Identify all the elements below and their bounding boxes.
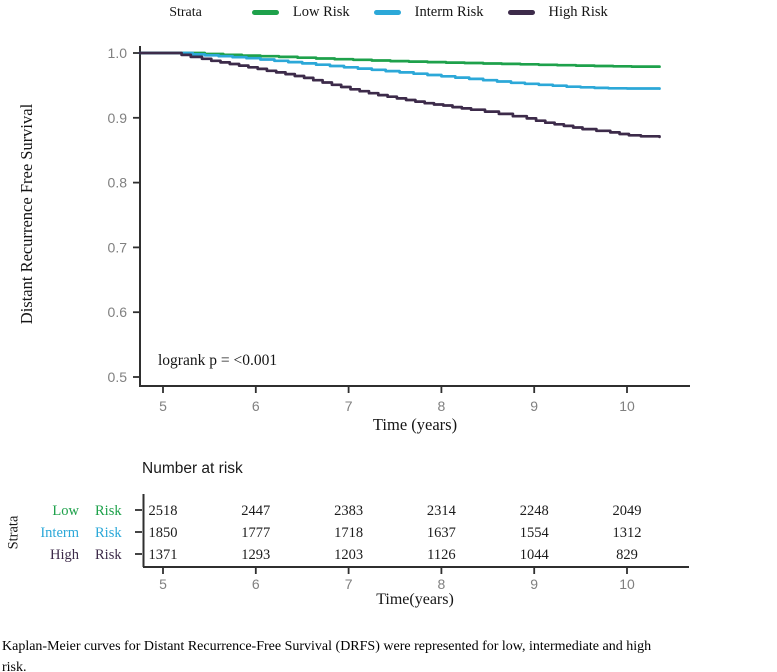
risk-row-label-suffix: Risk	[95, 503, 122, 519]
y-tick-label: 0.8	[108, 175, 128, 191]
risk-table-title: Number at risk	[142, 460, 243, 477]
x-tick-label: 5	[159, 398, 167, 414]
legend-item-interm-risk: Interm Risk	[373, 4, 484, 21]
risk-count: 1044	[520, 547, 550, 563]
curve-interm-risk	[138, 51, 661, 90]
low-risk-line-icon	[251, 10, 279, 15]
risk-count: 2383	[334, 503, 363, 519]
risk-row-label-suffix: Risk	[95, 525, 122, 541]
risk-row-label-group: Low	[52, 503, 79, 519]
risk-count: 2049	[613, 503, 642, 519]
x-tick-label: 10	[619, 398, 635, 414]
x-tick-label: 8	[438, 398, 446, 414]
logrank-annotation: logrank p = <0.001	[158, 352, 278, 369]
risk-count: 2248	[520, 503, 549, 519]
risk-x-tick-label: 8	[438, 576, 446, 592]
risk-count: 2518	[149, 503, 178, 519]
legend-label-interm-risk: Interm Risk	[414, 4, 484, 20]
risk-count: 829	[616, 547, 638, 563]
interm-risk-line-icon	[373, 10, 401, 15]
risk-count: 1777	[241, 525, 270, 541]
y-tick-label: 0.7	[108, 239, 128, 255]
survival-plot-canvas: 1.0 0.9 0.8 0.7 0.6 0.5 5 6 7 8 9 10 Low Risk 2518 2447…	[40, 45, 690, 592]
risk-count: 1637	[427, 525, 456, 541]
risk-count: 1554	[520, 525, 550, 541]
legend-label-high-risk: High Risk	[548, 4, 608, 20]
risk-x-tick-label: 7	[345, 576, 353, 592]
risk-x-tick-label: 10	[619, 576, 635, 592]
legend-title: Strata	[169, 4, 202, 20]
y-tick-label: 0.6	[108, 304, 128, 320]
risk-count: 1718	[334, 525, 363, 541]
caption-line-2: risk.	[2, 660, 27, 672]
y-tick-label: 1.0	[108, 45, 128, 61]
risk-x-tick-label: 5	[159, 576, 167, 592]
figure-caption: Kaplan-Meier curves for Distant Recurren…	[2, 636, 777, 672]
x-tick-label: 9	[530, 398, 538, 414]
curve-low-risk	[138, 51, 661, 69]
risk-table-x-axis-title: Time(years)	[376, 591, 454, 608]
risk-count: 2447	[241, 503, 270, 519]
legend-item-high-risk: High Risk	[507, 4, 608, 21]
risk-count: 1203	[334, 547, 363, 563]
x-tick-label: 7	[345, 398, 353, 414]
legend-item-low-risk: Low Risk	[251, 4, 350, 21]
y-tick-label: 0.5	[108, 369, 128, 385]
risk-count: 1371	[149, 547, 178, 563]
risk-count: 1850	[149, 525, 178, 541]
legend: Strata Low Risk Interm Risk High Risk	[0, 4, 777, 21]
risk-count: 1312	[613, 525, 642, 541]
x-axis-title: Time (years)	[372, 415, 458, 434]
curve-high-risk	[138, 51, 661, 139]
high-risk-line-icon	[507, 10, 535, 15]
risk-row-label-suffix: Risk	[95, 547, 122, 563]
risk-x-tick-label: 6	[252, 576, 260, 592]
caption-line-1: Kaplan-Meier curves for Distant Recurren…	[2, 639, 652, 654]
risk-x-tick-label: 9	[530, 576, 538, 592]
risk-count: 1293	[241, 547, 270, 563]
risk-row-label-group: High	[50, 547, 80, 563]
x-tick-label: 6	[252, 398, 260, 414]
risk-count: 2314	[427, 503, 457, 519]
risk-count: 1126	[427, 547, 455, 563]
y-tick-label: 0.9	[108, 110, 128, 126]
legend-label-low-risk: Low Risk	[292, 4, 350, 20]
risk-row-label-group: Interm	[40, 525, 79, 541]
